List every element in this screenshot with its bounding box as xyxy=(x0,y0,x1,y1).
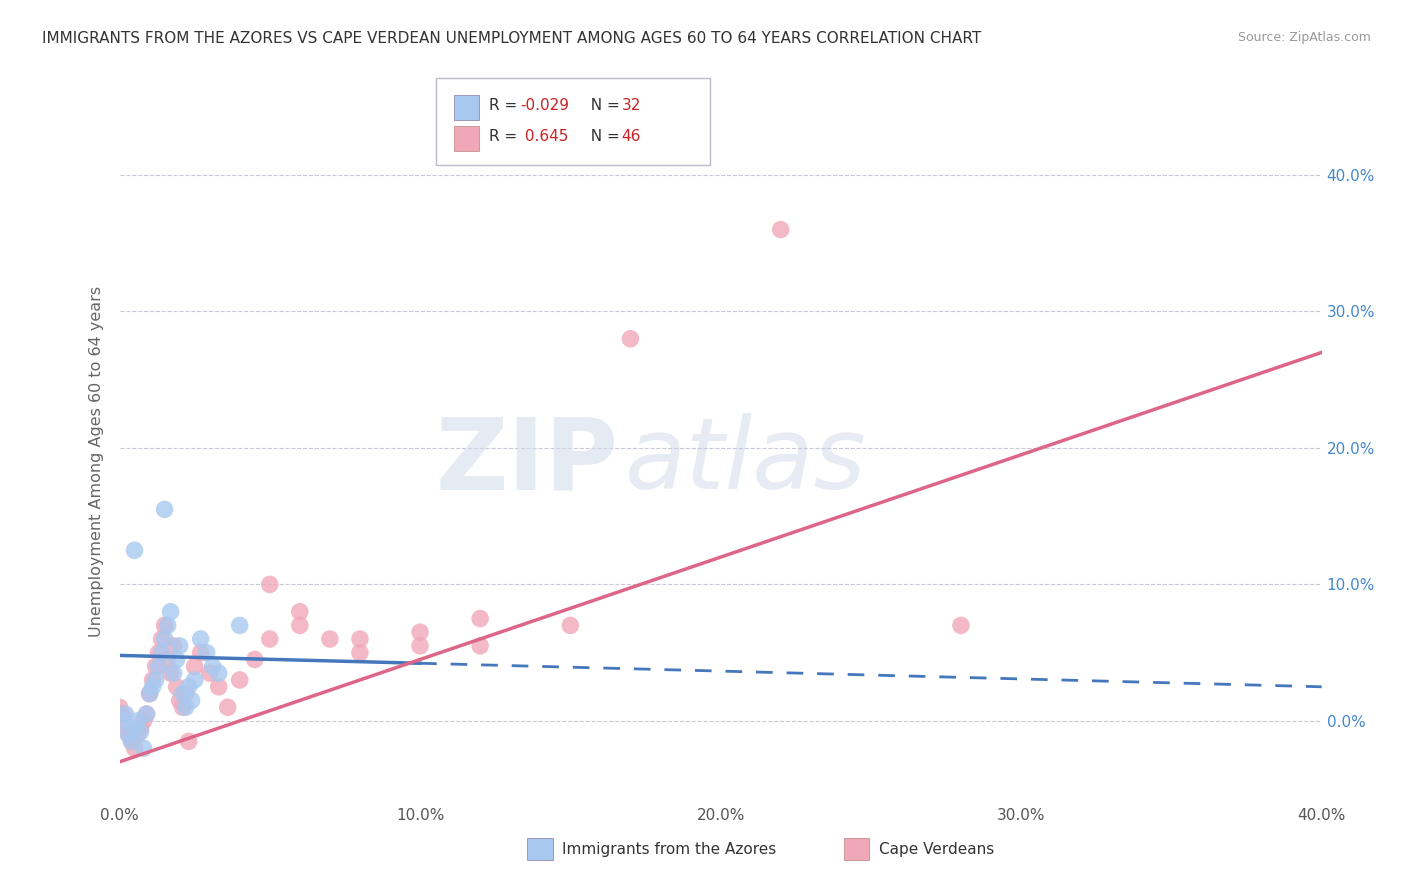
Point xyxy=(208,680,231,694)
Point xyxy=(159,666,181,681)
Text: 32: 32 xyxy=(621,98,641,113)
Text: R =: R = xyxy=(489,98,523,113)
Point xyxy=(288,618,311,632)
Text: ZIP: ZIP xyxy=(436,413,619,510)
Point xyxy=(468,639,492,653)
Point xyxy=(132,714,155,728)
Point xyxy=(198,666,221,681)
Point xyxy=(148,659,170,673)
Point xyxy=(950,618,973,632)
Point xyxy=(142,673,165,687)
Point xyxy=(177,680,200,694)
Point xyxy=(619,332,641,346)
Point xyxy=(228,673,252,687)
Text: -0.029: -0.029 xyxy=(520,98,569,113)
Point xyxy=(177,734,200,748)
Point xyxy=(108,700,131,714)
Point xyxy=(138,687,160,701)
Point xyxy=(145,673,167,687)
Point xyxy=(148,646,170,660)
Point xyxy=(111,714,134,728)
Point xyxy=(138,687,160,701)
Point xyxy=(114,721,136,735)
Text: Cape Verdeans: Cape Verdeans xyxy=(879,842,994,856)
Point xyxy=(156,618,179,632)
Point xyxy=(150,632,173,646)
Point xyxy=(259,632,281,646)
Point xyxy=(124,721,146,735)
Point xyxy=(153,618,176,632)
Point xyxy=(180,693,202,707)
Point xyxy=(127,714,149,728)
Point xyxy=(169,639,191,653)
Text: atlas: atlas xyxy=(624,413,866,510)
Text: N =: N = xyxy=(581,129,624,145)
Point xyxy=(111,707,134,722)
Point xyxy=(174,687,197,701)
Point xyxy=(166,652,188,666)
Point xyxy=(468,611,492,625)
Point xyxy=(162,666,184,681)
Text: 46: 46 xyxy=(621,129,641,145)
Point xyxy=(349,646,371,660)
Point xyxy=(195,646,218,660)
Point xyxy=(117,728,139,742)
Point xyxy=(124,543,146,558)
Point xyxy=(349,632,371,646)
Text: Immigrants from the Azores: Immigrants from the Azores xyxy=(562,842,776,856)
Point xyxy=(560,618,582,632)
Point xyxy=(153,632,176,646)
Point xyxy=(117,728,139,742)
Text: Source: ZipAtlas.com: Source: ZipAtlas.com xyxy=(1237,31,1371,45)
Point xyxy=(169,693,191,707)
Point xyxy=(190,646,212,660)
Point xyxy=(409,625,432,640)
Text: N =: N = xyxy=(581,98,624,113)
Point xyxy=(129,724,152,739)
Point xyxy=(114,707,136,722)
Point xyxy=(159,605,181,619)
Point xyxy=(124,741,146,756)
Point xyxy=(217,700,239,714)
Point xyxy=(172,687,194,701)
Point xyxy=(166,680,188,694)
Text: R =: R = xyxy=(489,129,523,145)
Y-axis label: Unemployment Among Ages 60 to 64 years: Unemployment Among Ages 60 to 64 years xyxy=(89,286,104,637)
Point xyxy=(409,639,432,653)
Point xyxy=(174,700,197,714)
Point xyxy=(162,639,184,653)
Point xyxy=(135,707,157,722)
Point xyxy=(190,632,212,646)
Point xyxy=(132,741,155,756)
Point xyxy=(129,721,152,735)
Point xyxy=(183,673,205,687)
Text: 0.645: 0.645 xyxy=(520,129,568,145)
Point xyxy=(259,577,281,591)
Point xyxy=(145,659,167,673)
Point xyxy=(121,734,143,748)
Point xyxy=(769,222,792,236)
Text: IMMIGRANTS FROM THE AZORES VS CAPE VERDEAN UNEMPLOYMENT AMONG AGES 60 TO 64 YEAR: IMMIGRANTS FROM THE AZORES VS CAPE VERDE… xyxy=(42,31,981,46)
Point xyxy=(153,502,176,516)
Point xyxy=(319,632,342,646)
Point xyxy=(150,646,173,660)
Point xyxy=(228,618,252,632)
Point xyxy=(121,734,143,748)
Point xyxy=(172,700,194,714)
Point xyxy=(156,652,179,666)
Point xyxy=(142,680,165,694)
Point xyxy=(135,707,157,722)
Point xyxy=(201,659,224,673)
Point xyxy=(208,666,231,681)
Point xyxy=(288,605,311,619)
Point xyxy=(243,652,266,666)
Point xyxy=(127,728,149,742)
Point xyxy=(183,659,205,673)
